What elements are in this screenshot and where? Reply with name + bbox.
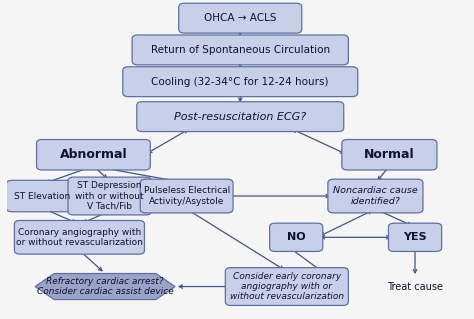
FancyBboxPatch shape <box>328 179 423 213</box>
Text: Abnormal: Abnormal <box>60 148 127 161</box>
Text: Cooling (32-34°C for 12-24 hours): Cooling (32-34°C for 12-24 hours) <box>152 77 329 87</box>
Text: Noncardiac cause
identified?: Noncardiac cause identified? <box>333 186 418 206</box>
FancyBboxPatch shape <box>36 139 150 170</box>
FancyBboxPatch shape <box>140 179 233 213</box>
Text: Consider early coronary
angiography with or
without revascularization: Consider early coronary angiography with… <box>230 272 344 301</box>
Text: Coronary angiography with
or without revascularization: Coronary angiography with or without rev… <box>16 228 143 247</box>
FancyBboxPatch shape <box>225 268 348 305</box>
FancyBboxPatch shape <box>14 220 145 254</box>
Text: YES: YES <box>403 232 427 242</box>
FancyBboxPatch shape <box>137 102 344 131</box>
Text: Return of Spontaneous Circulation: Return of Spontaneous Circulation <box>151 45 330 55</box>
Text: ST Depression
with or without
V Tach/Fib: ST Depression with or without V Tach/Fib <box>75 181 144 211</box>
Text: OHCA → ACLS: OHCA → ACLS <box>204 13 276 23</box>
Text: Post-resuscitation ECG?: Post-resuscitation ECG? <box>174 112 306 122</box>
FancyBboxPatch shape <box>179 3 302 33</box>
FancyBboxPatch shape <box>270 223 323 251</box>
Text: Normal: Normal <box>364 148 415 161</box>
Text: Treat cause: Treat cause <box>387 282 443 292</box>
Text: Pulseless Electrical
Activity/Asystole: Pulseless Electrical Activity/Asystole <box>144 186 230 206</box>
FancyBboxPatch shape <box>132 35 348 65</box>
Text: NO: NO <box>287 232 306 242</box>
Text: Refractory cardiac arrest?
Consider cardiac assist device: Refractory cardiac arrest? Consider card… <box>36 277 173 296</box>
FancyBboxPatch shape <box>6 180 78 212</box>
Polygon shape <box>35 273 175 300</box>
FancyBboxPatch shape <box>123 67 358 97</box>
FancyBboxPatch shape <box>68 177 152 215</box>
FancyBboxPatch shape <box>342 139 437 170</box>
Text: ST Elevation: ST Elevation <box>14 191 70 201</box>
FancyBboxPatch shape <box>389 223 442 251</box>
